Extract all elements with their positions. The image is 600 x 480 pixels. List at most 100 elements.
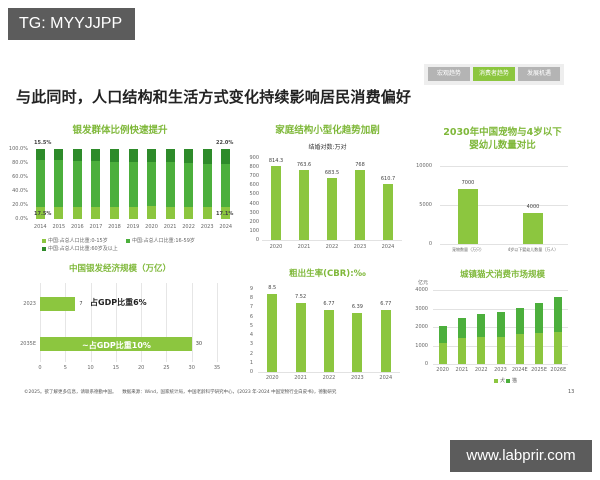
bar-segment — [457, 337, 466, 364]
x-tick: 2020 — [436, 367, 449, 373]
x-tick: 30 — [188, 365, 195, 371]
y-tick: 5 — [249, 322, 253, 329]
chart-title: 2030年中国宠物与4岁以下 — [443, 127, 562, 138]
bar — [267, 293, 278, 372]
x-tick: 2023 — [494, 367, 507, 373]
gridline — [65, 283, 67, 362]
bar — [458, 189, 478, 244]
x-tick: 2021 — [297, 244, 311, 250]
gridline — [191, 283, 193, 362]
bar-value: 8.5 — [268, 284, 277, 291]
legend-item: 中国:占总人口比重:0-15岁 — [42, 237, 108, 244]
gridline — [141, 283, 143, 362]
y-tick: 0 — [255, 237, 259, 243]
bar-segment — [457, 317, 466, 338]
annotation: 15.5% — [34, 140, 52, 146]
x-tick: 2018 — [108, 224, 121, 230]
bar-segment — [535, 302, 544, 334]
x-tick: 2024 — [219, 224, 233, 230]
legend-swatch — [126, 238, 130, 243]
bar-segment — [515, 334, 524, 364]
bar-segment — [128, 161, 138, 207]
x-tick: 2021 — [294, 375, 307, 381]
bar — [40, 337, 192, 351]
bar-segment — [184, 162, 194, 207]
x-tick: 4岁以下婴幼儿数量（万人） — [507, 247, 559, 252]
chart-title: 城镇猫犬消费市场规模 — [459, 270, 545, 280]
y-tick: 3000 — [415, 305, 428, 312]
footer-source: 数据来源：Wind，国家统计局，中国老龄科学研究中心，《2023 年-2024 … — [122, 390, 337, 395]
tab-consumer-trends[interactable]: 消费者趋势 — [473, 67, 515, 81]
y-tick: 300 — [249, 209, 259, 216]
y-tick: 4 — [249, 332, 253, 339]
legend-swatch — [506, 378, 510, 383]
bar-segment — [165, 149, 175, 163]
gridline — [433, 364, 568, 365]
bar-segment — [35, 149, 45, 160]
x-tick: 2019 — [126, 224, 140, 230]
tab-macro-trends[interactable]: 宏观趋势 — [428, 67, 470, 81]
gridline — [115, 283, 117, 362]
y-axis-label: 亿元 — [418, 280, 429, 286]
y-tick: 1 — [249, 359, 253, 366]
bar-segment — [91, 161, 101, 207]
x-tick: 2026E — [550, 367, 567, 373]
x-tick: 25 — [163, 365, 170, 371]
x-axis — [262, 240, 402, 241]
gridline — [440, 205, 568, 206]
bar-segment — [147, 206, 157, 219]
chart-title: 中国银发经济规模（万亿） — [68, 264, 171, 274]
bar-segment — [554, 297, 563, 332]
bar-segment — [54, 160, 64, 207]
y-tick: 800 — [249, 164, 259, 171]
bar — [523, 212, 543, 244]
x-tick: 2020 — [269, 244, 283, 250]
chart-title: 粗出生率(CBR):‰ — [289, 269, 366, 279]
bar-value: 6.77 — [380, 300, 392, 307]
y-tick: 0 — [428, 241, 432, 247]
bar-value: 6.39 — [351, 304, 363, 311]
y-tick: 1000 — [415, 342, 428, 349]
y-tick: 40.0% — [12, 188, 28, 194]
bar — [352, 313, 363, 372]
y-tick: 100 — [249, 227, 259, 234]
y-tick: 20.0% — [12, 202, 28, 208]
x-tick: 2024 — [381, 244, 395, 250]
gridline — [90, 283, 92, 362]
bar-segment — [54, 149, 64, 161]
bar-segment — [477, 336, 486, 364]
bar-segment — [72, 149, 82, 161]
legend-item: 犬 — [494, 377, 505, 384]
y-tick: 900 — [249, 155, 259, 161]
y-tick: 500 — [249, 191, 259, 198]
page-number: 13 — [568, 389, 575, 395]
x-tick: 2022 — [325, 244, 339, 250]
gridline — [166, 283, 168, 362]
bar-segment — [35, 159, 45, 207]
bar-segment — [109, 161, 119, 207]
y-tick: 2023 — [23, 301, 36, 307]
section-nav: 宏观趋势 消费者趋势 发展机遇 — [424, 64, 564, 85]
y-tick: 10000 — [416, 163, 432, 169]
x-tick: 5 — [63, 365, 67, 371]
x-tick: 2025E — [531, 367, 547, 373]
bar — [383, 184, 393, 240]
tab-opportunities[interactable]: 发展机遇 — [518, 67, 560, 81]
legend-item: 中国:占总人口比重:16-59岁 — [126, 237, 195, 244]
y-tick: 0.0% — [15, 216, 28, 222]
x-tick: 2023 — [353, 244, 367, 250]
bar-segment — [202, 206, 212, 219]
y-tick: 60.0% — [12, 174, 28, 180]
bar-segment — [438, 342, 447, 364]
bar-segment — [221, 207, 231, 219]
bar-segment — [147, 149, 157, 163]
y-tick: 9 — [249, 286, 253, 292]
x-tick: 2022 — [182, 224, 195, 230]
gridline — [433, 290, 568, 291]
bar-value: 6.77 — [323, 300, 335, 307]
bar-segment — [109, 206, 119, 219]
y-tick: 100.0% — [8, 146, 28, 152]
bar-value: 30 — [195, 341, 203, 347]
bar-segment — [221, 164, 231, 208]
gridline — [40, 283, 41, 362]
